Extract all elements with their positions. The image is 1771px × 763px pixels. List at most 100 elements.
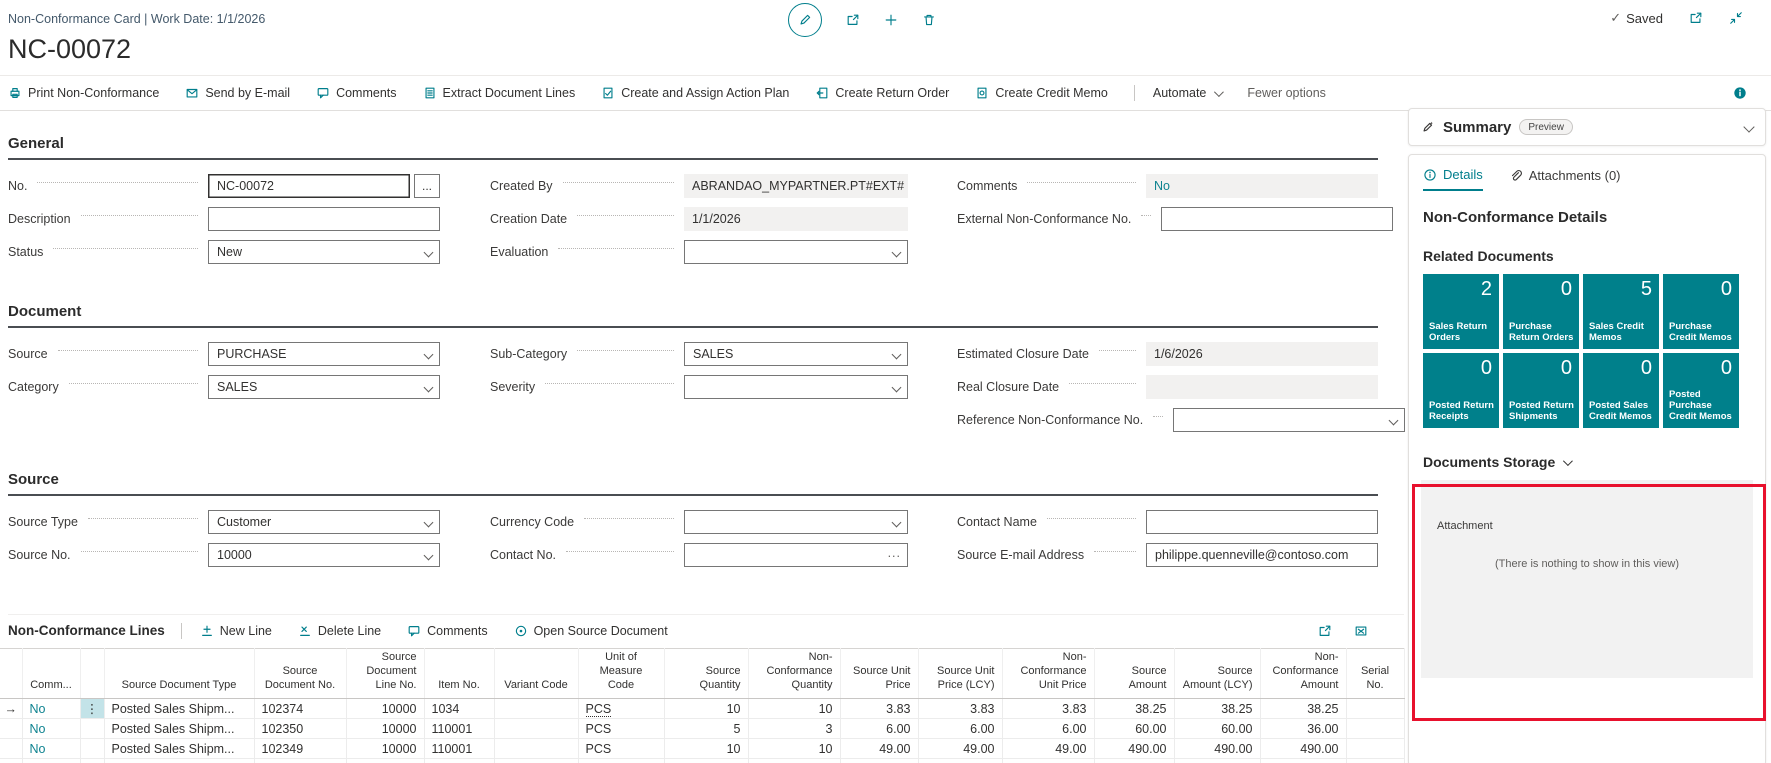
contact-no-field[interactable]: ... [684,543,908,567]
tab-attachments[interactable]: Attachments (0) [1509,168,1621,190]
external-nc-no-field[interactable] [1161,207,1394,231]
cell-nc_amount[interactable]: 36.00 [1260,718,1347,740]
cell-line_no[interactable]: 10000 [346,758,425,763]
cell-unit_price_lcy[interactable]: 6.00 [918,758,1003,763]
cell-comment[interactable]: No [22,698,81,720]
row-selector-cell[interactable] [0,738,23,760]
row-more-options-cell[interactable] [80,738,105,760]
contact-no-assist-edit[interactable]: ... [887,546,901,560]
create-credit-memo-button[interactable]: Create Credit Memo [975,86,1108,100]
cell-type[interactable]: Posted Sales Shipm... [104,758,255,763]
cell-uom[interactable]: PCS [578,698,665,720]
print-non-conformance-button[interactable]: Print Non-Conformance [8,86,159,100]
cell-type[interactable]: Posted Sales Shipm... [104,698,255,720]
new-line-button[interactable]: New Line [200,624,272,638]
cue-tile-posted-purchase-credit-memos[interactable]: 0 Posted Purchase Credit Memos [1663,353,1739,428]
extract-document-lines-button[interactable]: Extract Document Lines [423,86,575,100]
cell-variant[interactable] [494,738,579,760]
column-header-source-unit-price[interactable]: Source Unit Price [840,647,919,700]
column-header-non-conformance-quantity[interactable]: Non-Conformance Quantity [748,647,841,700]
reference-nc-no-dropdown[interactable] [1173,408,1406,432]
cue-tile-purchase-credit-memos[interactable]: 0 Purchase Credit Memos [1663,274,1739,349]
lines-caption[interactable]: Non-Conformance Lines [8,623,165,638]
status-dropdown[interactable]: New [208,240,440,264]
section-document-heading[interactable]: Document [8,303,82,320]
cell-nc_unit_price[interactable]: 6.00 [1002,718,1095,740]
cell-item_no[interactable]: 110001 [424,718,495,740]
source-no-dropdown[interactable]: 10000 [208,543,440,567]
cell-unit_price[interactable]: 6.00 [840,718,919,740]
cell-line_no[interactable]: 10000 [346,718,425,740]
cell-nc_unit_price[interactable]: 6.00 [1002,758,1095,763]
cell-nc_unit_price[interactable]: 49.00 [1002,738,1095,760]
row-selector-cell[interactable]: → [0,698,23,720]
column-header-non-conformance-unit-price[interactable]: Non-Conformance Unit Price [1002,647,1095,700]
cell-item_no[interactable]: 110001 [424,758,495,763]
cell-amount_lcy[interactable]: 490.00 [1174,738,1261,760]
cell-qty[interactable]: 10 [664,698,749,720]
cell-nc_qty[interactable]: 10 [748,698,841,720]
cue-tile-sales-return-orders[interactable]: 2 Sales Return Orders [1423,274,1499,349]
cell-doc_no[interactable]: 102374 [254,698,347,720]
cell-nc_qty[interactable]: 3 [748,758,841,763]
cell-serial[interactable] [1346,718,1405,740]
row-selector-cell[interactable] [0,718,23,740]
description-field[interactable] [208,207,440,231]
cell-comment[interactable]: No [22,758,81,763]
summary-card[interactable]: Summary Preview [1408,108,1766,146]
row-more-options-cell[interactable]: ⋮ [80,698,105,720]
column-header-comm-[interactable]: Comm... [22,647,81,700]
cue-tile-posted-return-shipments[interactable]: 0 Posted Return Shipments [1503,353,1579,428]
cue-tile-sales-credit-memos[interactable]: 5 Sales Credit Memos [1583,274,1659,349]
cell-qty[interactable]: 5 [664,718,749,740]
no-assist-edit-button[interactable]: ... [414,174,440,198]
currency-code-dropdown[interactable] [684,510,908,534]
comment-link[interactable]: No [29,701,46,716]
send-by-e-mail-button[interactable]: Send by E-mail [185,86,290,100]
cell-amount[interactable]: 60.00 [1094,718,1175,740]
delete-record-button[interactable] [922,13,936,27]
open-in-new-window-button[interactable] [1689,11,1703,25]
chevron-down-icon[interactable] [1743,121,1755,133]
create-and-assign-action-plan-button[interactable]: Create and Assign Action Plan [601,86,789,100]
evaluation-dropdown[interactable] [684,240,908,264]
severity-dropdown[interactable] [684,375,908,399]
cell-nc_unit_price[interactable]: 3.83 [1002,698,1095,720]
comments-button[interactable]: Comments [407,624,488,638]
cell-uom[interactable]: PCS [578,718,665,740]
row-more-options-cell[interactable] [80,718,105,740]
cell-qty[interactable]: 5 [664,758,749,763]
cell-unit_price_lcy[interactable]: 49.00 [918,738,1003,760]
cell-nc_amount[interactable]: 36.00 [1260,758,1347,763]
collapse-page-button[interactable] [1729,11,1743,25]
cell-variant[interactable] [494,698,579,720]
edit-button[interactable] [788,3,822,37]
cell-item_no[interactable]: 1034 [424,698,495,720]
source-dropdown[interactable]: PURCHASE [208,342,440,366]
column-header-unit-of-measure-code[interactable]: Unit of Measure Code [578,647,665,700]
cell-amount_lcy[interactable]: 38.25 [1174,698,1261,720]
open-source-document-button[interactable]: Open Source Document [514,624,668,638]
automate-menu[interactable]: Automate [1153,86,1225,100]
comment-link[interactable]: No [29,741,46,756]
cell-amount_lcy[interactable]: 60.00 [1174,758,1261,763]
cell-nc_qty[interactable]: 10 [748,738,841,760]
no-field[interactable]: NC-00072 [208,174,410,198]
open-in-excel-icon[interactable] [1354,624,1368,638]
cell-nc_amount[interactable]: 490.00 [1260,738,1347,760]
comments-value-link[interactable]: No [1154,179,1170,193]
cell-unit_price[interactable]: 6.00 [840,758,919,763]
share-button[interactable] [846,13,860,27]
info-icon[interactable] [1733,86,1747,100]
cell-doc_no[interactable]: 102350 [254,718,347,740]
cell-unit_price_lcy[interactable]: 3.83 [918,698,1003,720]
cell-amount[interactable]: 60.00 [1094,758,1175,763]
cell-unit_price_lcy[interactable]: 6.00 [918,718,1003,740]
contact-name-field[interactable] [1146,510,1378,534]
cell-doc_no[interactable]: 102350 [254,758,347,763]
column-header-source-document-no-[interactable]: Source Document No. [254,647,347,700]
cell-type[interactable]: Posted Sales Shipm... [104,738,255,760]
source-email-field[interactable]: philippe.quenneville@contoso.com [1146,543,1378,567]
cell-line_no[interactable]: 10000 [346,738,425,760]
section-general-heading[interactable]: General [8,135,64,152]
